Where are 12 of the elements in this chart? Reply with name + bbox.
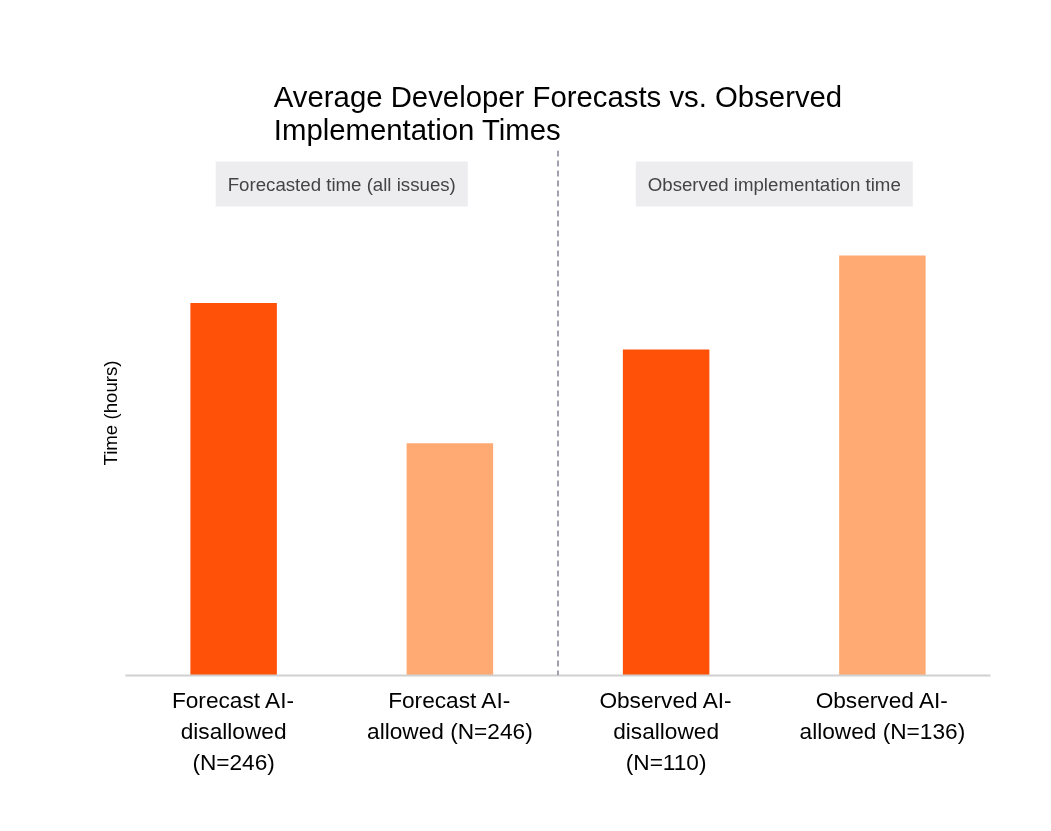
bar (406, 443, 494, 676)
text: Forecasted time (all issues) (227, 173, 456, 195)
x-tick-label: Observed AI- allowed (N=136) (799, 686, 966, 744)
bar (190, 302, 277, 676)
text: Observed implementation time (647, 173, 901, 195)
bar (839, 255, 926, 676)
y-axis-title: Time (hours) (99, 360, 121, 466)
x-tick-label: Observed AI- disallowed (N=110) (599, 686, 732, 775)
x-tick-label: Forecast AI- allowed (N=246) (367, 686, 533, 744)
bar (622, 349, 710, 676)
x-tick-label: Forecast AI- disallowed (N=246) (171, 686, 295, 775)
chart-title: Average Developer Forecasts vs. Observed Implementation Times (273, 79, 843, 146)
